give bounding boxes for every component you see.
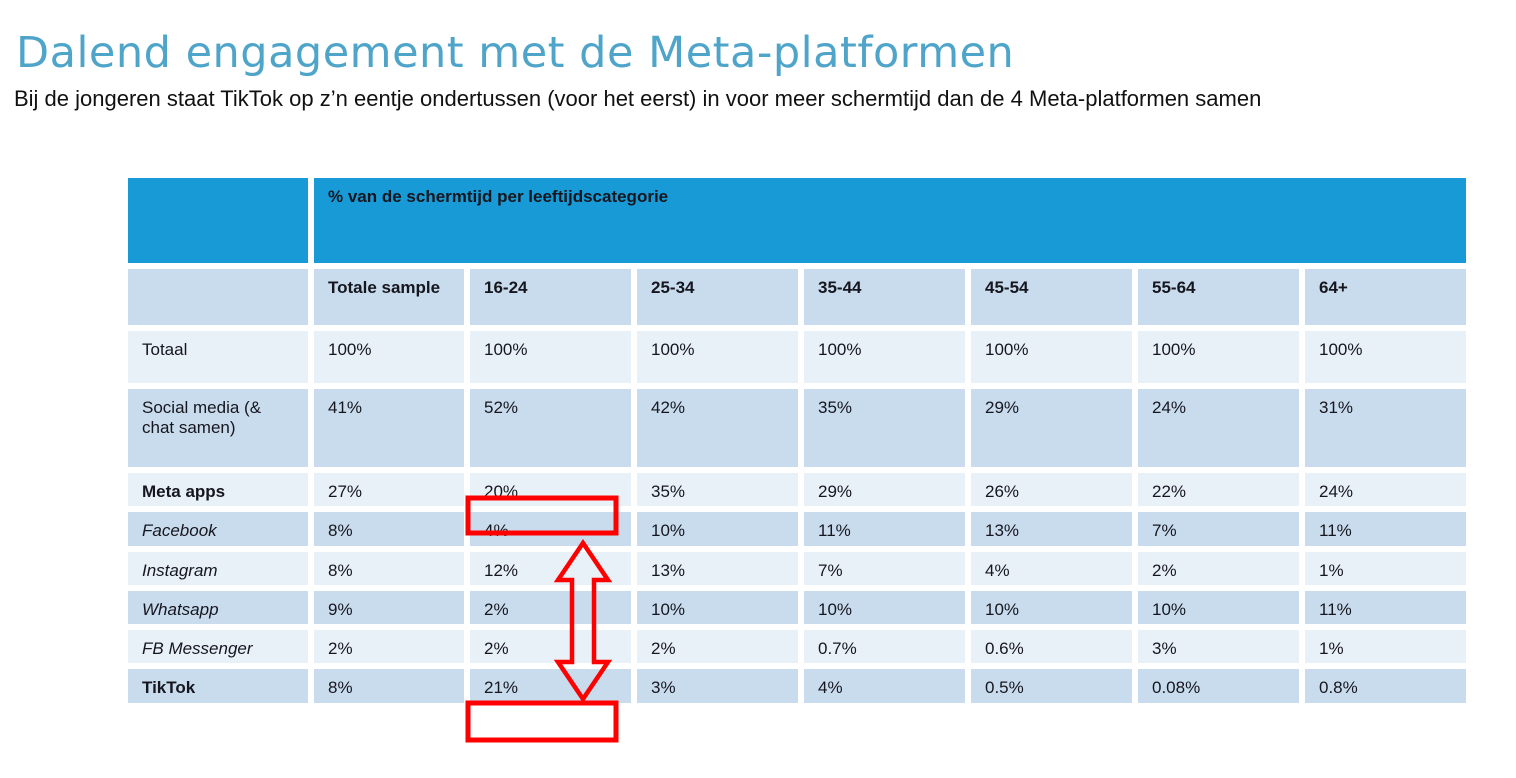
row-label: FB Messenger [128, 630, 308, 663]
table-cell: 10% [637, 591, 798, 624]
row-label: Whatsapp [128, 591, 308, 624]
table-cell: 7% [804, 552, 965, 585]
table-cell-highlighted: 20% [470, 473, 631, 506]
header-corner-cell [128, 178, 308, 263]
table-row-social-media: Social media (& chat samen) 41% 52% 42% … [128, 389, 1467, 467]
page-subtitle: Bij de jongeren staat TikTok op z’n eent… [14, 86, 1262, 111]
table-cell: 31% [1305, 389, 1467, 467]
col-header-45-54: 45-54 [971, 269, 1132, 325]
table-cell: 1% [1305, 552, 1467, 585]
page-title: Dalend engagement met de Meta-platformen [16, 28, 1015, 78]
row-label: Social media (& chat samen) [128, 389, 308, 467]
row-label: Meta apps [128, 473, 308, 506]
table-cell: 24% [1138, 389, 1299, 467]
row-label: TikTok [128, 669, 308, 703]
row-label: Facebook [128, 512, 308, 546]
row-label: Instagram [128, 552, 308, 585]
table-cell: 27% [314, 473, 464, 506]
table-cell: 100% [637, 331, 798, 383]
table-cell: 0.5% [971, 669, 1132, 703]
table-cell: 4% [971, 552, 1132, 585]
table-cell: 29% [971, 389, 1132, 467]
table-cell: 100% [470, 331, 631, 383]
table-cell: 100% [1138, 331, 1299, 383]
table-cell: 0.8% [1305, 669, 1467, 703]
table-cell: 13% [637, 552, 798, 585]
col-header-25-34: 25-34 [637, 269, 798, 325]
table-cell: 0.08% [1138, 669, 1299, 703]
col-header-55-64: 55-64 [1138, 269, 1299, 325]
table-cell: 41% [314, 389, 464, 467]
table-cell: 100% [314, 331, 464, 383]
table-row-facebook: Facebook 8% 4% 10% 11% 13% 7% 11% [128, 512, 1467, 546]
col-header-empty [128, 269, 308, 325]
column-header-row: Totale sample 16-24 25-34 35-44 45-54 55… [128, 269, 1467, 325]
table-cell: 3% [637, 669, 798, 703]
table-cell: 10% [804, 591, 965, 624]
table-cell: 100% [804, 331, 965, 383]
table-cell: 2% [470, 591, 631, 624]
col-header-16-24: 16-24 [470, 269, 631, 325]
table-header-row: % van de schermtijd per leeftijdscategor… [128, 178, 1467, 263]
table-cell: 24% [1305, 473, 1467, 506]
table-cell: 52% [470, 389, 631, 467]
table-cell: 9% [314, 591, 464, 624]
table-row-totaal: Totaal 100% 100% 100% 100% 100% 100% 100… [128, 331, 1467, 383]
col-header-64plus: 64+ [1305, 269, 1467, 325]
table-cell: 8% [314, 512, 464, 546]
table-cell: 2% [637, 630, 798, 663]
table-row-tiktok: TikTok 8% 21% 3% 4% 0.5% 0.08% 0.8% [128, 669, 1467, 703]
table-cell: 26% [971, 473, 1132, 506]
table-cell: 35% [804, 389, 965, 467]
table-cell: 0.6% [971, 630, 1132, 663]
table-cell: 8% [314, 669, 464, 703]
table-cell: 3% [1138, 630, 1299, 663]
table-cell-highlighted: 21% [470, 669, 631, 703]
table-cell: 11% [1305, 512, 1467, 546]
table-cell: 29% [804, 473, 965, 506]
table-row-meta-apps: Meta apps 27% 20% 35% 29% 26% 22% 24% [128, 473, 1467, 506]
table-cell: 11% [804, 512, 965, 546]
table-title-cell: % van de schermtijd per leeftijdscategor… [314, 178, 1467, 263]
col-header-35-44: 35-44 [804, 269, 965, 325]
table-cell: 12% [470, 552, 631, 585]
table-cell: 22% [1138, 473, 1299, 506]
table-cell: 1% [1305, 630, 1467, 663]
table-cell: 4% [804, 669, 965, 703]
table-cell: 4% [470, 512, 631, 546]
table-row-fb-messenger: FB Messenger 2% 2% 2% 0.7% 0.6% 3% 1% [128, 630, 1467, 663]
table-cell: 11% [1305, 591, 1467, 624]
table-row-whatsapp: Whatsapp 9% 2% 10% 10% 10% 10% 11% [128, 591, 1467, 624]
table-cell: 35% [637, 473, 798, 506]
table-cell: 8% [314, 552, 464, 585]
table-cell: 10% [1138, 591, 1299, 624]
table-cell: 0.7% [804, 630, 965, 663]
table-cell: 13% [971, 512, 1132, 546]
table-cell: 42% [637, 389, 798, 467]
screen-time-table: % van de schermtijd per leeftijdscategor… [122, 172, 1473, 709]
table-cell: 10% [971, 591, 1132, 624]
table-row-instagram: Instagram 8% 12% 13% 7% 4% 2% 1% [128, 552, 1467, 585]
table-cell: 2% [470, 630, 631, 663]
table-cell: 2% [314, 630, 464, 663]
row-label: Totaal [128, 331, 308, 383]
table-cell: 10% [637, 512, 798, 546]
table-cell: 100% [971, 331, 1132, 383]
col-header-totale-sample: Totale sample [314, 269, 464, 325]
table-cell: 100% [1305, 331, 1467, 383]
table-cell: 7% [1138, 512, 1299, 546]
table-cell: 2% [1138, 552, 1299, 585]
